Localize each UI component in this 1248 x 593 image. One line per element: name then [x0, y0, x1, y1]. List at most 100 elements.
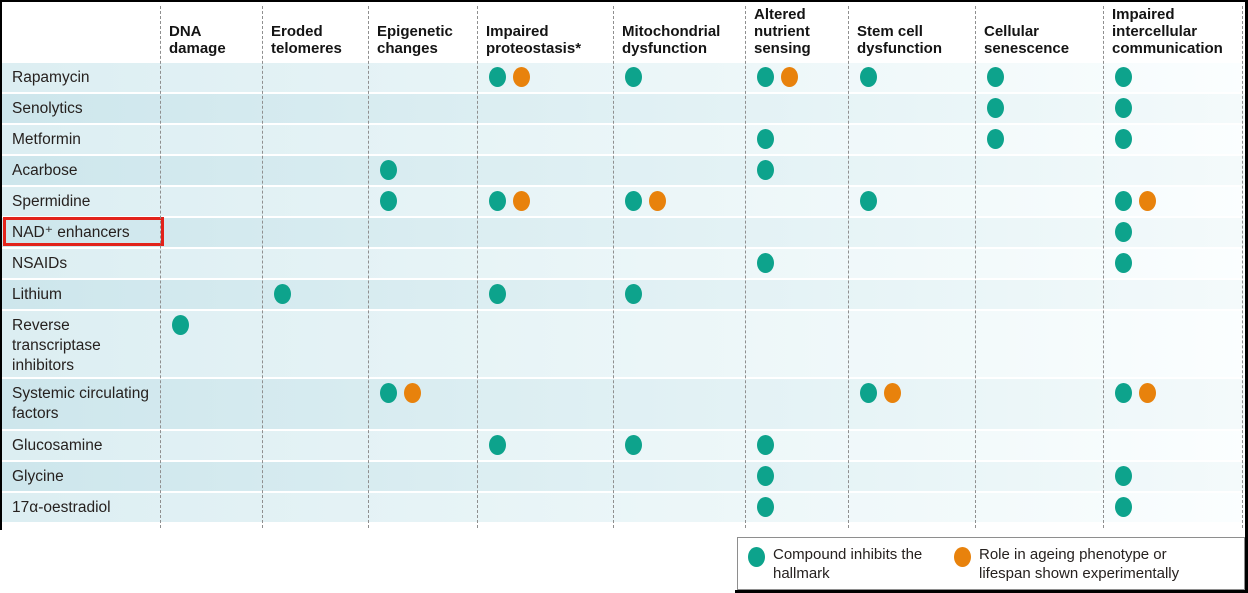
- inhibits-hallmark-dot: [625, 284, 642, 304]
- teal-dot-icon: [748, 547, 765, 567]
- cell-glycine-epigenetic-changes: [368, 462, 477, 491]
- cell-spermidine-mitochondrial-dysfunction: [613, 187, 745, 216]
- cell-nad-enhancers-dna-damage: [160, 218, 262, 247]
- experimental-evidence-dot: [1139, 191, 1156, 211]
- cell-nad-enhancers-altered-nutrient-sensing: [745, 218, 848, 247]
- row-label-metformin: Metformin: [12, 131, 81, 148]
- cell-glucosamine-epigenetic-changes: [368, 431, 477, 460]
- cell-senolytics-eroded-telomeres: [262, 94, 368, 123]
- inhibits-hallmark-dot: [1115, 67, 1132, 87]
- col-header-mitochondrial-dysfunction: Mitochondrial dysfunction: [622, 23, 721, 57]
- inhibits-hallmark-dot: [380, 383, 397, 403]
- row-label-acarbose: Acarbose: [12, 162, 78, 179]
- cell-lithium-mitochondrial-dysfunction: [613, 280, 745, 309]
- cell-rapamycin-eroded-telomeres: [262, 63, 368, 92]
- cell-reverse-transcriptase-inhibitors-cellular-senescence: [975, 311, 1103, 377]
- inhibits-hallmark-dot: [1115, 222, 1132, 242]
- cell-lithium-dna-damage: [160, 280, 262, 309]
- cell-senolytics-cellular-senescence: [975, 94, 1103, 123]
- row-label-lithium: Lithium: [12, 286, 62, 303]
- matrix-header-row: DNA damage Eroded telomeres Epigenetic cha…: [2, 2, 1245, 63]
- legend-item-experimental: Role in ageing phenotype or lifespan sho…: [954, 545, 1211, 583]
- cell-glycine-impaired-proteostasis: [477, 462, 613, 491]
- cell-rapamycin-mitochondrial-dysfunction: [613, 63, 745, 92]
- inhibits-hallmark-dot: [625, 435, 642, 455]
- experimental-evidence-dot: [781, 67, 798, 87]
- compound-row-reverse-transcriptase-inhibitors: Reverse transcriptase inhibitors: [2, 311, 1245, 377]
- compound-row-17-oestradiol: 17α-oestradiol: [2, 493, 1245, 522]
- cell-17-oestradiol-altered-nutrient-sensing: [745, 493, 848, 522]
- cell-nad-enhancers-eroded-telomeres: [262, 218, 368, 247]
- inhibits-hallmark-dot: [489, 191, 506, 211]
- cell-nsaids-impaired-intercellular-communication: [1103, 249, 1245, 278]
- cell-glucosamine-impaired-proteostasis: [477, 431, 613, 460]
- col-header-eroded-telomeres: Eroded telomeres: [271, 23, 342, 57]
- compound-row-glycine: Glycine: [2, 462, 1245, 491]
- cell-acarbose-impaired-proteostasis: [477, 156, 613, 185]
- top-border-rule: [0, 0, 1248, 2]
- compound-row-systemic-circulating-factors: Systemic circulating factors: [2, 379, 1245, 429]
- cell-glucosamine-cellular-senescence: [975, 431, 1103, 460]
- cell-spermidine-eroded-telomeres: [262, 187, 368, 216]
- compound-row-nsaids: NSAIDs: [2, 249, 1245, 278]
- col-header-impaired-intercellular-communication: Impaired intercellular communication: [1112, 6, 1223, 57]
- row-label-nad-enhancers: NAD⁺ enhancers: [12, 224, 130, 241]
- cell-rapamycin-altered-nutrient-sensing: [745, 63, 848, 92]
- inhibits-hallmark-dot: [489, 435, 506, 455]
- cell-acarbose-eroded-telomeres: [262, 156, 368, 185]
- inhibits-hallmark-dot: [489, 67, 506, 87]
- cell-senolytics-epigenetic-changes: [368, 94, 477, 123]
- experimental-evidence-dot: [884, 383, 901, 403]
- cell-senolytics-impaired-proteostasis: [477, 94, 613, 123]
- compound-row-metformin: Metformin: [2, 125, 1245, 154]
- cell-reverse-transcriptase-inhibitors-stem-cell-dysfunction: [848, 311, 975, 377]
- inhibits-hallmark-dot: [757, 67, 774, 87]
- row-label-glycine: Glycine: [12, 468, 64, 485]
- cell-senolytics-altered-nutrient-sensing: [745, 94, 848, 123]
- legend-label: Compound inhibits the hallmark: [773, 546, 923, 582]
- cell-nsaids-mitochondrial-dysfunction: [613, 249, 745, 278]
- col-header-cellular-senescence: Cellular senescence: [984, 23, 1070, 57]
- inhibits-hallmark-dot: [860, 191, 877, 211]
- inhibits-hallmark-dot: [987, 98, 1004, 118]
- cell-glycine-mitochondrial-dysfunction: [613, 462, 745, 491]
- col-header-epigenetic-changes: Epigenetic changes: [377, 23, 453, 57]
- inhibits-hallmark-dot: [757, 435, 774, 455]
- cell-reverse-transcriptase-inhibitors-mitochondrial-dysfunction: [613, 311, 745, 377]
- cell-reverse-transcriptase-inhibitors-dna-damage: [160, 311, 262, 377]
- cell-nsaids-eroded-telomeres: [262, 249, 368, 278]
- cell-metformin-mitochondrial-dysfunction: [613, 125, 745, 154]
- right-border-rule: [1245, 0, 1248, 593]
- experimental-evidence-dot: [649, 191, 666, 211]
- cell-rapamycin-dna-damage: [160, 63, 262, 92]
- cell-nad-enhancers-impaired-intercellular-communication: [1103, 218, 1245, 247]
- compound-row-acarbose: Acarbose: [2, 156, 1245, 185]
- compound-row-senolytics: Senolytics: [2, 94, 1245, 123]
- cell-rapamycin-impaired-proteostasis: [477, 63, 613, 92]
- cell-nad-enhancers-epigenetic-changes: [368, 218, 477, 247]
- cell-rapamycin-impaired-intercellular-communication: [1103, 63, 1245, 92]
- cell-senolytics-mitochondrial-dysfunction: [613, 94, 745, 123]
- cell-systemic-circulating-factors-mitochondrial-dysfunction: [613, 379, 745, 429]
- cell-17-oestradiol-mitochondrial-dysfunction: [613, 493, 745, 522]
- inhibits-hallmark-dot: [860, 383, 877, 403]
- cell-reverse-transcriptase-inhibitors-impaired-proteostasis: [477, 311, 613, 377]
- cell-lithium-epigenetic-changes: [368, 280, 477, 309]
- cell-metformin-altered-nutrient-sensing: [745, 125, 848, 154]
- experimental-evidence-dot: [404, 383, 421, 403]
- cell-systemic-circulating-factors-epigenetic-changes: [368, 379, 477, 429]
- cell-nsaids-cellular-senescence: [975, 249, 1103, 278]
- cell-17-oestradiol-cellular-senescence: [975, 493, 1103, 522]
- inhibits-hallmark-dot: [757, 497, 774, 517]
- cell-systemic-circulating-factors-impaired-proteostasis: [477, 379, 613, 429]
- inhibits-hallmark-dot: [757, 253, 774, 273]
- inhibits-hallmark-dot: [987, 129, 1004, 149]
- cell-metformin-stem-cell-dysfunction: [848, 125, 975, 154]
- cell-nsaids-dna-damage: [160, 249, 262, 278]
- row-label-senolytics: Senolytics: [12, 100, 83, 117]
- cell-metformin-impaired-intercellular-communication: [1103, 125, 1245, 154]
- inhibits-hallmark-dot: [172, 315, 189, 335]
- col-header-impaired-proteostasis: Impaired proteostasis*: [486, 23, 582, 57]
- inhibits-hallmark-dot: [380, 160, 397, 180]
- cell-reverse-transcriptase-inhibitors-impaired-intercellular-communication: [1103, 311, 1245, 377]
